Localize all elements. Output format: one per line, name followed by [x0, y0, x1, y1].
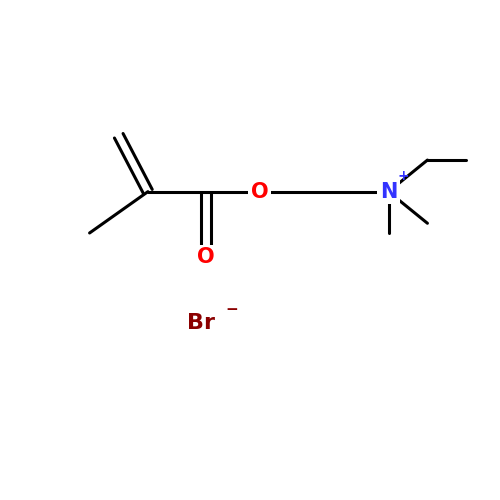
- Text: O: O: [198, 248, 215, 268]
- Text: +: +: [398, 169, 409, 183]
- Text: Br: Br: [188, 313, 216, 333]
- Text: O: O: [251, 182, 268, 202]
- Text: N: N: [380, 182, 397, 202]
- Text: −: −: [225, 302, 238, 317]
